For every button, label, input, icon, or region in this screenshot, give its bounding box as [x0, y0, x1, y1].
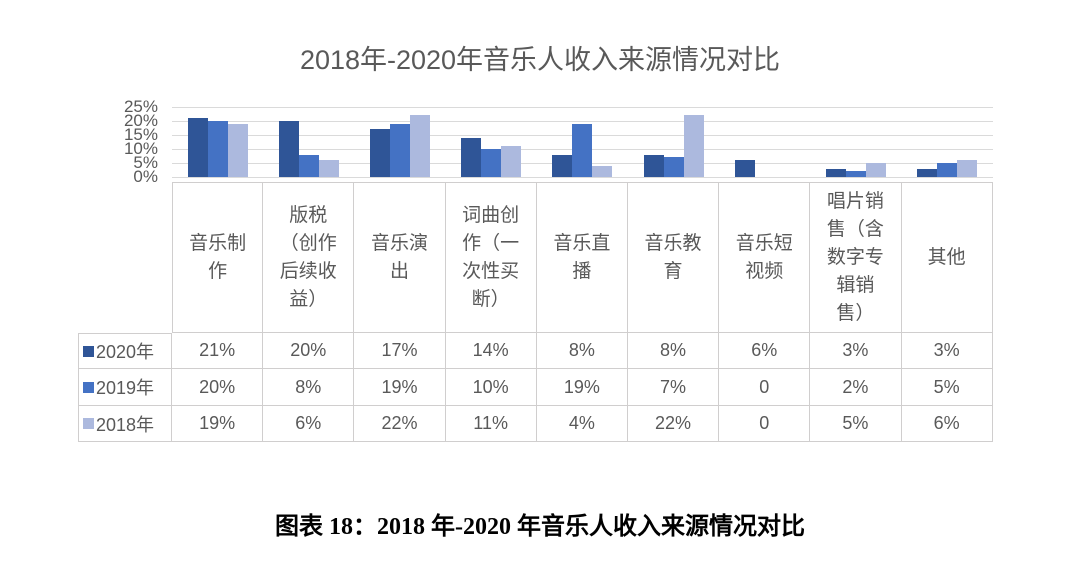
- bar-2019年: [846, 171, 867, 177]
- legend-swatch-2019年: [83, 381, 94, 393]
- gridline: [172, 177, 993, 178]
- bar-2020年: [643, 154, 664, 177]
- legend-cell: 2019年: [78, 369, 172, 406]
- bar-2020年: [370, 129, 391, 177]
- value-cell: 17%: [354, 333, 446, 369]
- legend-cell: 2020年: [78, 333, 172, 369]
- value-cell: 21%: [172, 333, 264, 369]
- bar-2019年: [298, 154, 319, 177]
- value-cell: 19%: [354, 369, 446, 406]
- legend-label: 2020年: [96, 342, 155, 362]
- value-cell: 5%: [810, 406, 902, 442]
- table-corner-blank: [78, 182, 172, 333]
- bar-group: [446, 107, 537, 177]
- bar-2018年: [318, 160, 339, 177]
- value-cell: 3%: [901, 333, 993, 369]
- figure-caption: 图表 18：2018 年-2020 年音乐人收入来源情况对比: [275, 514, 805, 540]
- value-cell: 7%: [627, 369, 720, 406]
- category-header-cell: 词曲创 作（一 次性买 断）: [445, 182, 537, 333]
- value-cell: 2%: [810, 369, 902, 406]
- y-axis-tick: 20%: [123, 111, 158, 130]
- bar-2019年: [937, 163, 958, 177]
- bar-2020年: [461, 137, 482, 177]
- bar-2020年: [278, 121, 299, 177]
- bar-2019年: [481, 149, 502, 177]
- value-cell: 22%: [627, 406, 720, 442]
- value-cell: 20%: [172, 369, 264, 406]
- category-header-cell: 音乐短 视频: [719, 182, 811, 333]
- bar-2018年: [227, 123, 248, 177]
- gridline: [172, 107, 993, 108]
- bar-2018年: [957, 160, 978, 177]
- bar-2019年: [572, 123, 593, 177]
- category-header-cell: 音乐教 育: [627, 182, 720, 333]
- value-cell: 22%: [354, 406, 446, 442]
- category-header-cell: 音乐直 播: [536, 182, 628, 333]
- y-axis-tick: 0%: [133, 167, 158, 186]
- bar-2019年: [663, 157, 684, 177]
- plot-area: [172, 107, 993, 178]
- category-header-cell: 音乐演 出: [354, 182, 446, 333]
- category-header-cell: 唱片销 售（含 数字专 辑销 售）: [810, 182, 902, 333]
- value-cell: 8%: [536, 333, 628, 369]
- value-cell: 20%: [263, 333, 355, 369]
- bar-group: [628, 107, 719, 177]
- bar-2018年: [410, 115, 431, 177]
- bar-2018年: [501, 146, 522, 177]
- legend-label: 2018年: [96, 414, 155, 435]
- value-cell: 6%: [263, 406, 355, 442]
- bar-2018年: [866, 163, 887, 177]
- value-cell: 3%: [810, 333, 902, 369]
- y-axis-tick: 5%: [133, 153, 158, 172]
- value-cell: 5%: [901, 369, 993, 406]
- data-table: 音乐制 作版税 （创作 后续收 益） 音乐演 出词曲创 作（一 次性买 断） 音乐直…: [78, 182, 993, 442]
- bar-group: [172, 107, 263, 177]
- bar-group: [354, 107, 445, 177]
- value-cell: 8%: [263, 369, 355, 406]
- category-header-cell: 其他: [901, 182, 993, 333]
- bar-group: [537, 107, 628, 177]
- bar-2020年: [187, 118, 208, 177]
- value-cell: 10%: [445, 369, 537, 406]
- bar-2020年: [734, 160, 755, 177]
- value-cell: 6%: [901, 406, 993, 442]
- bar-group: [902, 107, 993, 177]
- y-axis-tick: 10%: [123, 139, 158, 158]
- legend-label: 2019年: [96, 378, 155, 398]
- bar-2020年: [826, 168, 847, 177]
- category-header-cell: 版税 （创作 后续收 益）: [263, 182, 355, 333]
- bar-2019年: [390, 123, 411, 177]
- bar-2018年: [683, 115, 704, 177]
- chart-title: 2018年-2020年音乐人收入来源情况对比: [299, 45, 781, 75]
- bar-group: [719, 107, 810, 177]
- bar-2018年: [592, 165, 613, 177]
- legend-swatch-2018年: [83, 418, 94, 429]
- legend-swatch-2020年: [83, 345, 94, 357]
- legend-cell: 2018年: [78, 406, 172, 442]
- value-cell: 14%: [445, 333, 537, 369]
- value-cell: 8%: [627, 333, 720, 369]
- category-header-cell: 音乐制 作: [172, 182, 264, 333]
- bar-2020年: [552, 154, 573, 177]
- value-cell: 19%: [172, 406, 264, 442]
- value-cell: 19%: [536, 369, 628, 406]
- bar-2019年: [207, 121, 228, 177]
- bar-2020年: [917, 168, 938, 177]
- bar-group: [263, 107, 354, 177]
- value-cell: 6%: [719, 333, 811, 369]
- bar-group: [811, 107, 902, 177]
- gridline: [172, 121, 993, 122]
- y-axis-tick: 25%: [123, 97, 158, 116]
- value-cell: 0: [719, 406, 811, 442]
- value-cell: 11%: [445, 406, 537, 442]
- value-cell: 4%: [536, 406, 628, 442]
- y-axis-tick: 15%: [123, 125, 158, 144]
- value-cell: 0: [719, 369, 811, 406]
